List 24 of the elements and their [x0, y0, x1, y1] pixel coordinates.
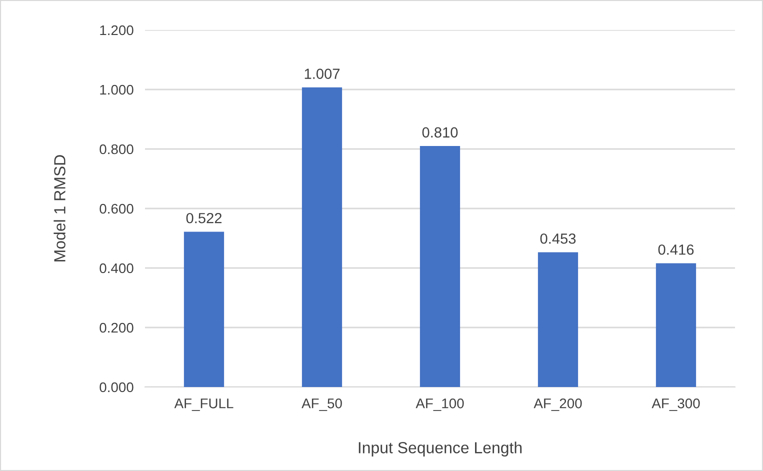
x-tick-label: AF_100 — [416, 398, 464, 411]
x-axis-title: Input Sequence Length — [358, 442, 522, 457]
x-tick-label: AF_50 — [302, 398, 342, 411]
x-tick-label: AF_300 — [652, 398, 700, 411]
y-tick-label: 0.000 — [100, 382, 134, 392]
x-tick-label: AF_FULL — [174, 398, 234, 411]
bar — [302, 87, 342, 387]
bar — [538, 252, 578, 387]
y-tick-label: 0.200 — [100, 322, 134, 333]
data-label: 0.522 — [186, 212, 222, 224]
data-label: 0.453 — [540, 233, 576, 244]
bar — [420, 146, 460, 387]
bar — [184, 232, 224, 387]
data-label: 1.007 — [304, 68, 340, 79]
y-tick-label: 0.400 — [100, 263, 134, 274]
data-label: 0.810 — [422, 127, 458, 138]
bar — [656, 263, 696, 387]
data-label: 0.416 — [658, 244, 694, 255]
x-tick-label: AF_200 — [534, 398, 582, 411]
y-tick-label: 1.000 — [100, 84, 134, 95]
y-tick-label: 0.800 — [100, 144, 134, 154]
y-tick-label: 0.600 — [100, 204, 134, 214]
y-axis-title: Model 1 RMSD — [54, 155, 66, 262]
y-tick-label: 1.200 — [100, 25, 134, 36]
